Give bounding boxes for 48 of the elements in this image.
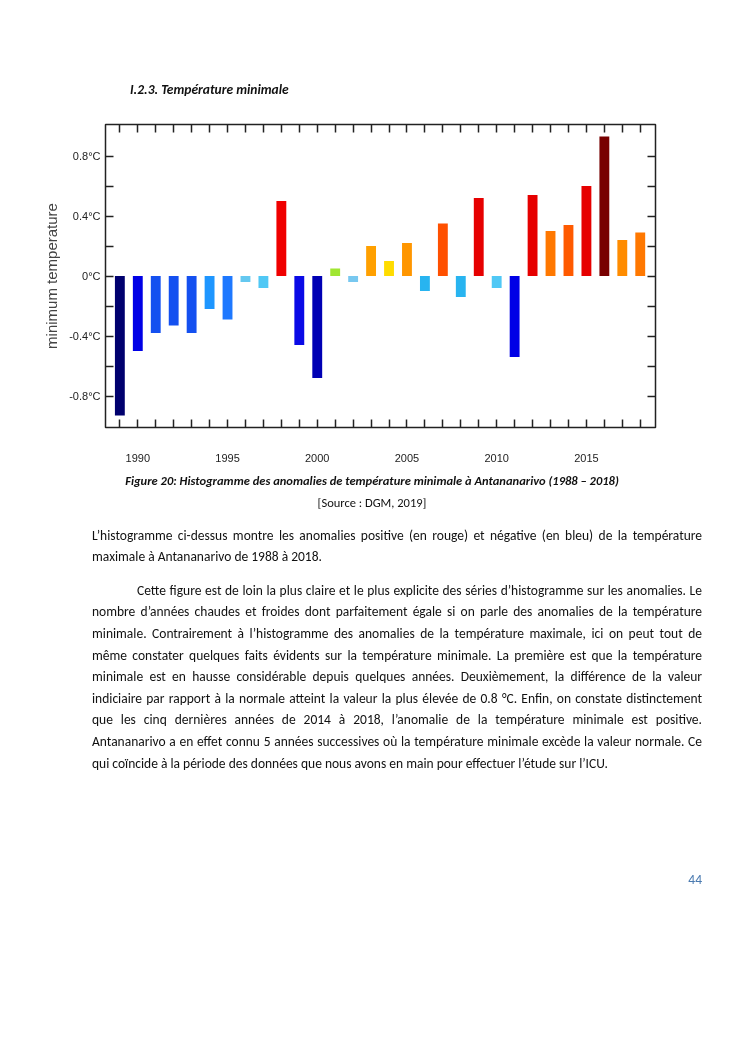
y-tick-label: 0.4°C [72,210,101,223]
x-tick-label: 2015 [574,451,599,464]
caption: Figure 20: Histogramme des anomalies de température minimale à Antananarivo (1988 – 2018) [124,472,620,491]
bar [204,276,215,310]
bar [330,268,341,277]
text: [Source : DGM, 2019] [316,494,428,513]
bar [132,276,143,352]
bar [222,276,233,320]
bar [384,261,394,277]
chart-title: I.2.3. Température minimale [130,80,290,100]
bar [168,276,179,326]
y-tick-label: -0.4°C [69,330,101,343]
bar [276,201,287,277]
bar [348,276,359,283]
bar [186,276,197,334]
y-axis-title: minimum temperature [43,203,61,350]
bar [473,198,484,277]
bar [402,243,412,277]
bar [150,276,161,334]
bar [366,246,377,277]
x-tick-label: 2010 [484,451,509,464]
bar [294,276,305,346]
bar [581,186,592,277]
bar [312,276,323,379]
x-tick-label: 2005 [394,451,420,464]
bar [419,276,430,292]
x-tick-label: 1990 [125,451,151,464]
bar [617,240,628,277]
bar [455,276,466,298]
y-tick-label: -0.8°C [69,390,101,403]
bar [258,276,269,289]
text: 44 [687,870,702,890]
bar [635,232,646,277]
bar [509,276,520,358]
x-tick-label: 1995 [215,451,240,464]
bar [545,231,556,277]
x-tick-label: 2000 [305,451,330,464]
bar [491,276,502,289]
bar [114,276,125,416]
bar [563,225,574,277]
text: Cette figure est de loin la plus claire et le plus explicite des séries d’histogramme sur les anomalies. Le nombre d’années chaudes et froides dont parfaitement égale si on parle des anomalies de la température minimale. Contrairement à l’histogramme des anomalies de la température maximale, ici on peut tout de même constater quelques faits évidents sur la température minimale. La première est que la température minimale est en hausse considérable depuis quelques années. Deuxièmement, la différence de la valeur indiciaire par rapport à la normale atteint la valeur la plus élevée de 0.8 °C. Enfin, on constate distinctement que les cinq dernières années de 2014 à 2018, l’anomalie de la température minimale est positive. Antananarivo a en effet connu 5 années successives où la température minimale excède la valeur normale. Ce qui coïncide à la période des données que nous avons en main pour effectuer l’étude sur l’ICU. [92,581,702,772]
y-tick-label: 0°C [82,270,101,283]
y-tick-label: 0.8°C [72,150,101,163]
bar [599,136,610,277]
text: L’histogramme ci-dessus montre les anomalies positive (en rouge) et négative (en bleu) de la température maximale à Antananarivo de 1988 à 2018. [92,525,702,568]
bar [240,276,251,283]
bar [527,195,538,277]
bar [437,223,448,277]
